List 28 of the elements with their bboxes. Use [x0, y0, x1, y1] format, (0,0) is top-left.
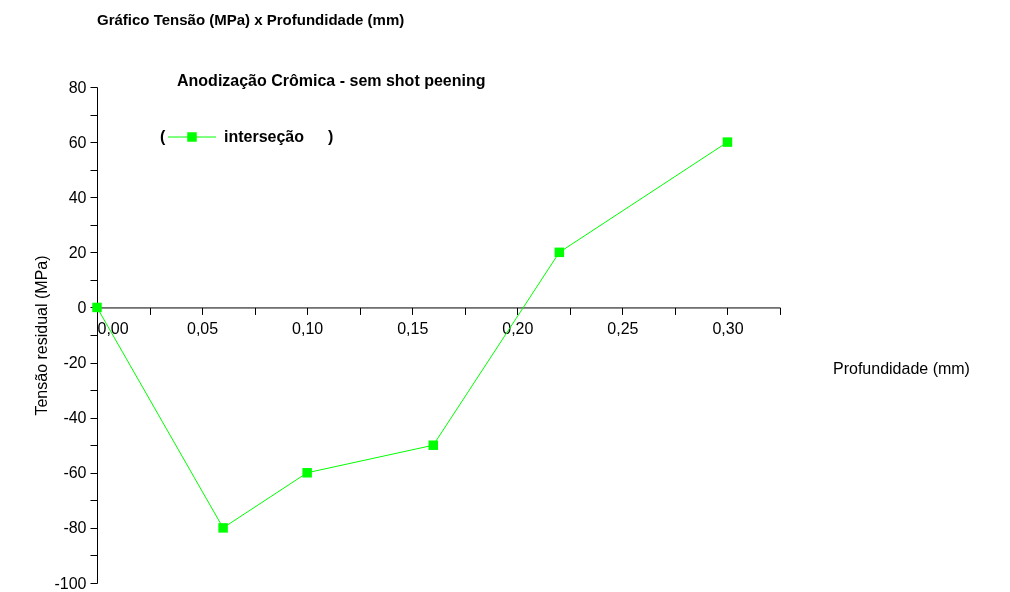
x-axis-title: Profundidade (mm) — [833, 360, 970, 378]
chart-title: Gráfico Tensão (MPa) x Profundidade (mm) — [96, 11, 405, 28]
x-tick-label: 0,30 — [712, 319, 744, 337]
point — [428, 440, 438, 450]
y-tick-label: -100 — [54, 574, 87, 592]
x-tick-label: 0,25 — [607, 319, 639, 337]
x-tick-label: 0,10 — [292, 319, 324, 337]
x-tick-label: 0,05 — [187, 319, 219, 337]
annotation: ( — [160, 128, 166, 145]
y-tick-label: -40 — [63, 409, 87, 427]
legend-label: interseção — [224, 128, 305, 145]
chart-subtitle: Anodização Crômica - sem shot peening — [177, 72, 486, 89]
point — [722, 137, 733, 147]
y-tick-label: 40 — [68, 188, 87, 206]
x-tick-label: 0,15 — [397, 319, 429, 337]
y-tick-label: 60 — [68, 133, 87, 151]
point — [554, 247, 565, 258]
y-tick-label: -60 — [63, 464, 87, 482]
annotation: ) — [328, 128, 334, 145]
x-tick-label: 0,00 — [97, 319, 129, 337]
y-tick-label: 80 — [68, 78, 87, 96]
point — [302, 468, 312, 478]
y-tick-label: -80 — [63, 519, 87, 537]
y-tick-label: 0 — [77, 298, 87, 316]
point — [218, 523, 228, 533]
y-tick-label: 20 — [68, 243, 87, 261]
y-axis-title: Tensão residual (MPa) — [33, 255, 51, 416]
y-tick-label: -20 — [63, 354, 87, 372]
